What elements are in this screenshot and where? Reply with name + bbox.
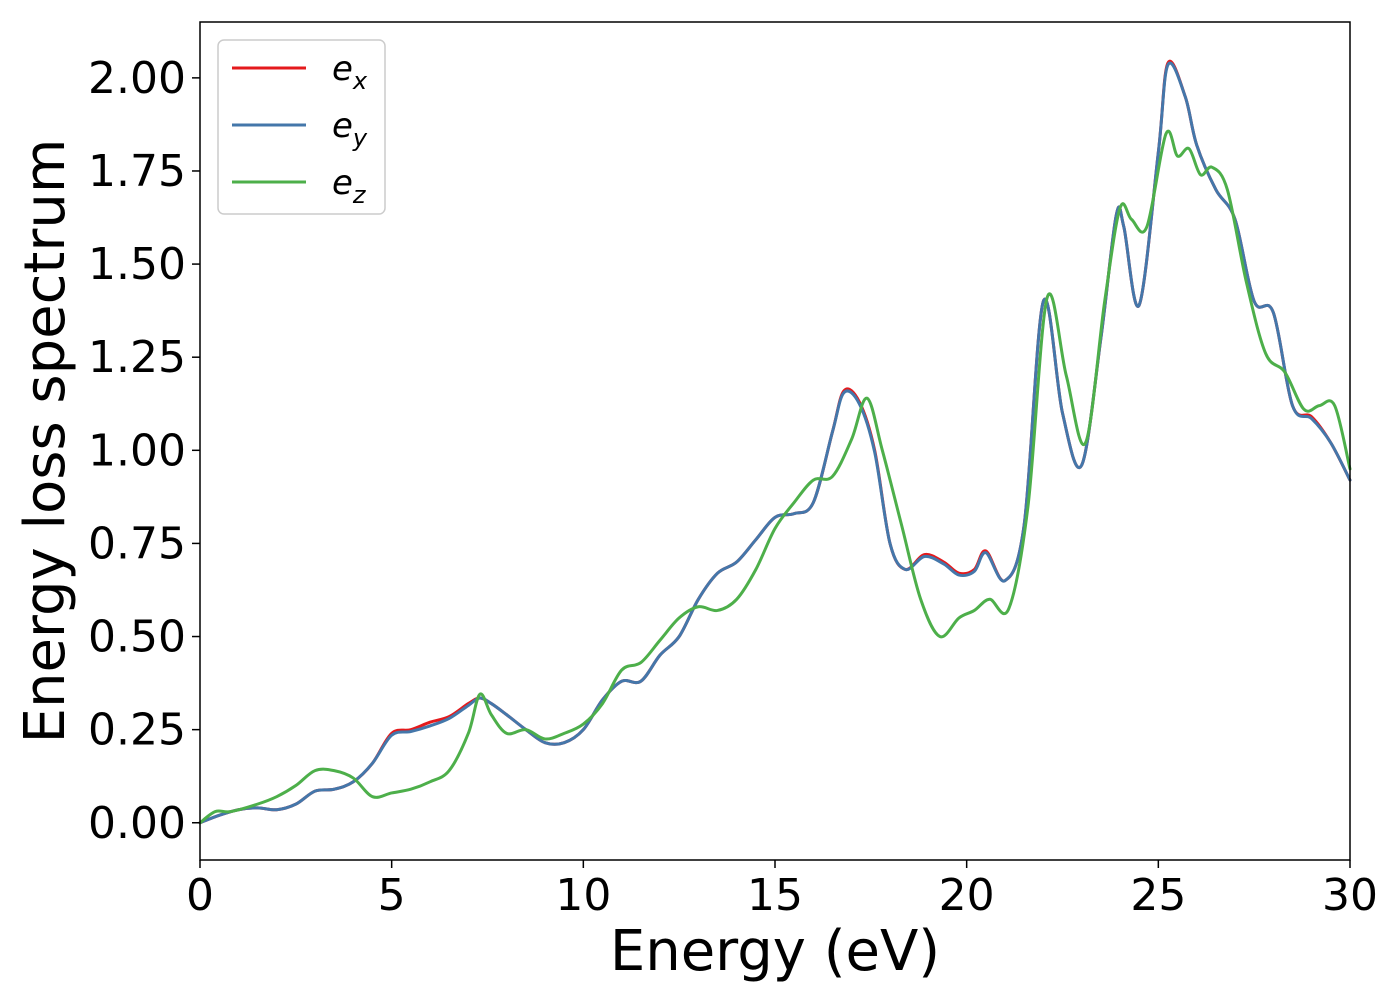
y-tick-label: 2.00 — [88, 53, 186, 104]
x-tick-label: 0 — [186, 870, 214, 921]
y-axis-title: Energy loss spectrum — [13, 139, 78, 744]
x-tick-label: 20 — [939, 870, 995, 921]
series-line-z — [198, 129, 1352, 825]
y-tick-label: 0.25 — [88, 705, 186, 756]
x-tick-label: 10 — [555, 870, 611, 921]
y-tick-label: 0.00 — [88, 798, 186, 849]
x-tick-label: 15 — [747, 870, 803, 921]
x-tick-label: 25 — [1130, 870, 1186, 921]
x-axis-title: Energy (eV) — [610, 919, 940, 984]
y-tick-label: 0.75 — [88, 518, 186, 569]
y-tick-label: 1.00 — [88, 425, 186, 476]
legend-label-y: ey — [332, 106, 368, 152]
x-tick-label: 30 — [1322, 870, 1378, 921]
y-tick-label: 0.50 — [88, 612, 186, 663]
legend-box — [217, 39, 386, 215]
y-tick-label: 1.75 — [88, 146, 186, 197]
y-axis: 0.00 0.25 0.50 0.75 1.00 1.25 1.50 1.75 2.00 — [88, 53, 200, 849]
x-axis: 0 5 10 15 20 25 30 — [186, 860, 1378, 921]
series-layer — [198, 59, 1352, 825]
y-tick-label: 1.50 — [88, 239, 186, 290]
x-tick-label: 5 — [378, 870, 406, 921]
y-tick-label: 1.25 — [88, 332, 186, 383]
series-line-y — [198, 61, 1352, 825]
